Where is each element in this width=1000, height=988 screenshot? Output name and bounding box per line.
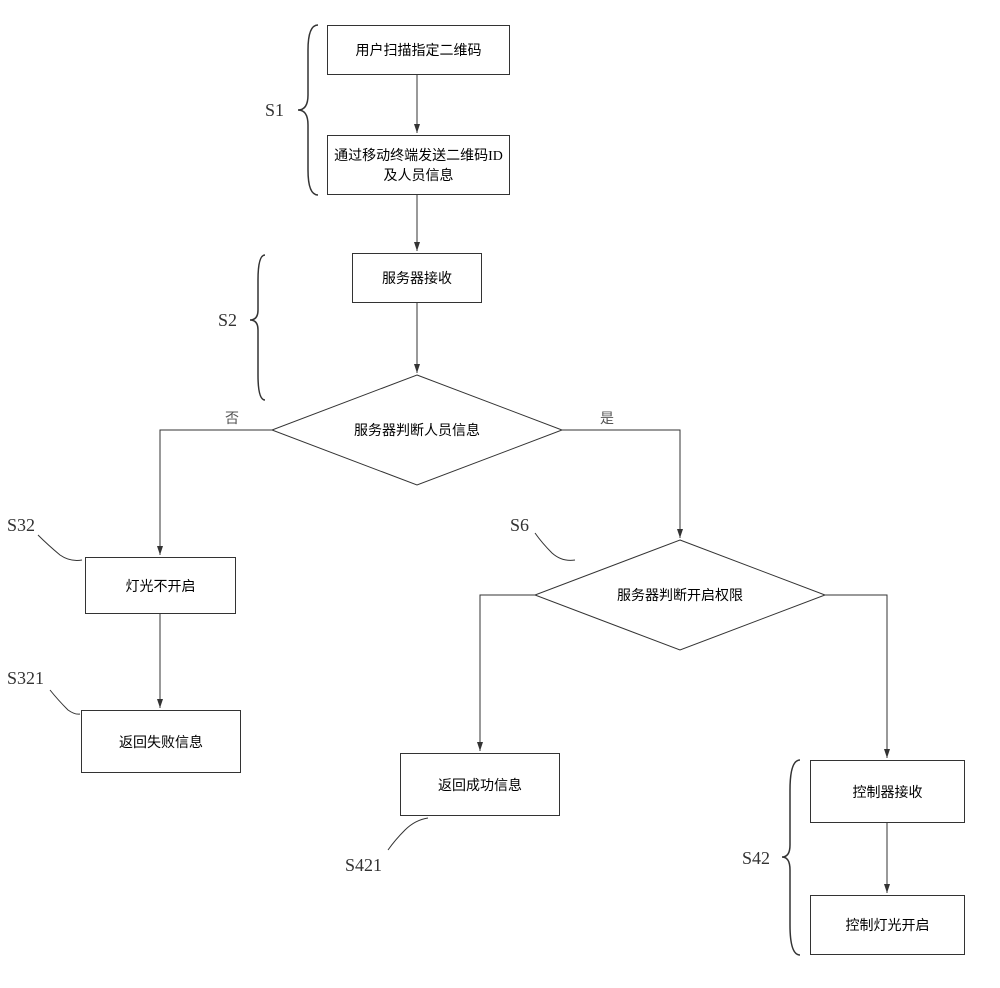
edge-label-yes: 是 [600,408,614,428]
node-text: 控制灯光开启 [846,915,930,935]
node-s2-receive: 服务器接收 [352,253,482,303]
node-text: 通过移动终端发送二维码ID及人员信息 [332,145,505,185]
node-text: 返回成功信息 [438,775,522,795]
node-s32-no-light: 灯光不开启 [85,557,236,614]
node-text: 服务器接收 [382,268,452,288]
label-s6: S6 [510,515,529,536]
diamond-s6-text: 服务器判断开启权限 [535,585,825,605]
node-text: 控制器接收 [853,782,923,802]
node-text: 灯光不开启 [126,576,196,596]
label-s321: S321 [7,668,44,689]
node-text: 用户扫描指定二维码 [356,40,482,60]
label-s1: S1 [265,100,284,121]
node-s421-success: 返回成功信息 [400,753,560,816]
node-s42-light-on: 控制灯光开启 [810,895,965,955]
node-text: 服务器判断人员信息 [354,424,480,439]
edge-label-no: 否 [225,408,239,428]
node-s321-fail: 返回失败信息 [81,710,241,773]
node-text: 返回失败信息 [119,732,203,752]
label-s32: S32 [7,515,35,536]
diamond-s2-text: 服务器判断人员信息 [272,420,562,440]
node-s1-send: 通过移动终端发送二维码ID及人员信息 [327,135,510,195]
label-s2: S2 [218,310,237,331]
label-s42: S42 [742,848,770,869]
node-s42-controller: 控制器接收 [810,760,965,823]
node-text: 服务器判断开启权限 [617,589,743,604]
label-s421: S421 [345,855,382,876]
node-s1-scan: 用户扫描指定二维码 [327,25,510,75]
